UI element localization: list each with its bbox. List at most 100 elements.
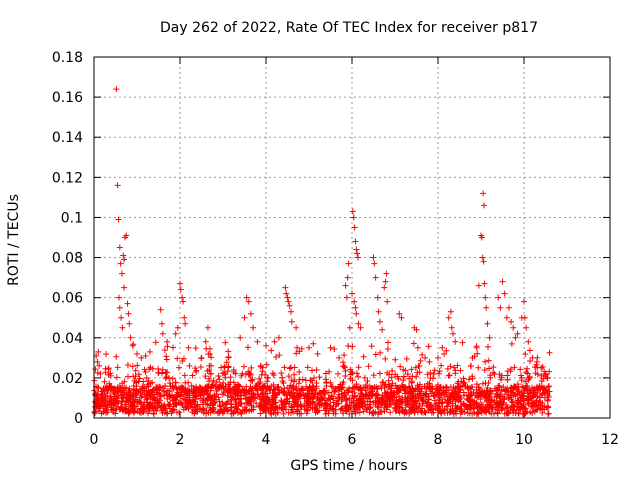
data-point-bg bbox=[199, 399, 206, 406]
data-point-bg bbox=[388, 374, 395, 381]
data-point-bg bbox=[469, 410, 476, 417]
data-point bbox=[398, 314, 405, 321]
data-point-bg bbox=[539, 409, 546, 416]
data-point bbox=[514, 330, 521, 337]
chart-title: Day 262 of 2022, Rate Of TEC Index for r… bbox=[160, 20, 538, 36]
data-point-bg bbox=[234, 381, 241, 388]
data-point-bg bbox=[174, 355, 181, 362]
data-point-bg bbox=[224, 392, 231, 399]
data-point-bg bbox=[163, 410, 170, 417]
data-point-bg bbox=[304, 398, 311, 405]
data-point-bg bbox=[95, 385, 102, 392]
data-point-bg bbox=[163, 356, 170, 363]
data-point-bg bbox=[424, 371, 431, 378]
data-point-bg bbox=[485, 357, 492, 364]
data-point bbox=[482, 294, 489, 301]
data-point-bg bbox=[437, 395, 444, 402]
data-point-bg bbox=[408, 366, 415, 373]
data-point-bg bbox=[334, 370, 341, 377]
data-point-bg bbox=[114, 384, 121, 391]
data-point-bg bbox=[399, 383, 406, 390]
data-point-bg bbox=[508, 384, 515, 391]
data-point-bg bbox=[94, 369, 101, 376]
data-point-bg bbox=[186, 362, 193, 369]
data-point-bg bbox=[237, 388, 244, 395]
data-point-bg bbox=[102, 365, 109, 372]
data-point-bg bbox=[266, 396, 273, 403]
data-point-bg bbox=[107, 372, 114, 379]
data-point-bg bbox=[508, 396, 515, 403]
data-point-bg bbox=[330, 395, 337, 402]
data-point-bg bbox=[254, 385, 261, 392]
data-point bbox=[439, 344, 446, 351]
data-point-bg bbox=[368, 392, 375, 399]
data-point-bg bbox=[469, 397, 476, 404]
x-tick-label: 6 bbox=[348, 432, 357, 448]
data-point-bg bbox=[205, 384, 212, 391]
data-point-bg bbox=[473, 403, 480, 410]
data-point-bg bbox=[170, 344, 177, 351]
data-point-bg bbox=[441, 406, 448, 413]
x-tick-label: 8 bbox=[434, 432, 443, 448]
data-point-bg bbox=[228, 404, 235, 411]
data-point bbox=[381, 284, 388, 291]
data-point-bg bbox=[353, 381, 360, 388]
data-point-bg bbox=[357, 391, 364, 398]
data-point-bg bbox=[159, 366, 166, 373]
data-point bbox=[126, 320, 133, 327]
data-point-bg bbox=[428, 386, 435, 393]
data-point-bg bbox=[446, 409, 453, 416]
data-point-bg bbox=[346, 410, 353, 417]
data-point-bg bbox=[362, 381, 369, 388]
data-point-bg bbox=[259, 364, 266, 371]
data-point-bg bbox=[430, 370, 437, 377]
data-point-bg bbox=[331, 389, 338, 396]
data-point-bg bbox=[454, 362, 461, 369]
data-point-bg bbox=[475, 410, 482, 417]
data-point-bg bbox=[303, 403, 310, 410]
data-point bbox=[285, 298, 292, 305]
data-point-bg bbox=[295, 380, 302, 387]
data-point-bg bbox=[156, 383, 163, 390]
data-point-bg bbox=[299, 376, 306, 383]
data-point bbox=[351, 298, 358, 305]
data-point-bg bbox=[459, 339, 466, 346]
data-point-bg bbox=[489, 404, 496, 411]
data-point bbox=[123, 232, 130, 239]
data-point-bg bbox=[384, 397, 391, 404]
data-point bbox=[202, 338, 209, 345]
data-point-bg bbox=[332, 387, 339, 394]
data-point-bg bbox=[498, 372, 505, 379]
data-point-bg bbox=[178, 400, 185, 407]
data-point-bg bbox=[415, 406, 422, 413]
data-point-bg bbox=[193, 368, 200, 375]
data-point-bg bbox=[204, 400, 211, 407]
data-point-bg bbox=[515, 383, 522, 390]
data-point-bg bbox=[482, 358, 489, 365]
data-point bbox=[478, 234, 485, 241]
data-point-bg bbox=[169, 407, 176, 414]
data-point-bg bbox=[342, 397, 349, 404]
data-point-bg bbox=[400, 377, 407, 384]
data-point bbox=[352, 238, 359, 245]
data-point-bg bbox=[222, 383, 229, 390]
data-point-bg bbox=[149, 365, 156, 372]
data-point-bg bbox=[92, 366, 99, 373]
data-point-bg bbox=[413, 373, 420, 380]
data-point-bg bbox=[486, 365, 493, 372]
x-tick-label: 12 bbox=[601, 432, 619, 448]
data-point-bg bbox=[430, 409, 437, 416]
data-point-bg bbox=[262, 388, 269, 395]
data-point bbox=[376, 318, 383, 325]
data-point bbox=[422, 354, 429, 361]
data-point-bg bbox=[484, 343, 491, 350]
plot-frame bbox=[93, 56, 611, 419]
data-point-bg bbox=[216, 376, 223, 383]
data-point-bg bbox=[189, 372, 196, 379]
data-point-bg bbox=[385, 339, 392, 346]
data-point-bg bbox=[126, 395, 133, 402]
data-point-bg bbox=[509, 399, 516, 406]
data-point-bg bbox=[385, 377, 392, 384]
data-point-bg bbox=[238, 389, 245, 396]
data-point-bg bbox=[346, 395, 353, 402]
